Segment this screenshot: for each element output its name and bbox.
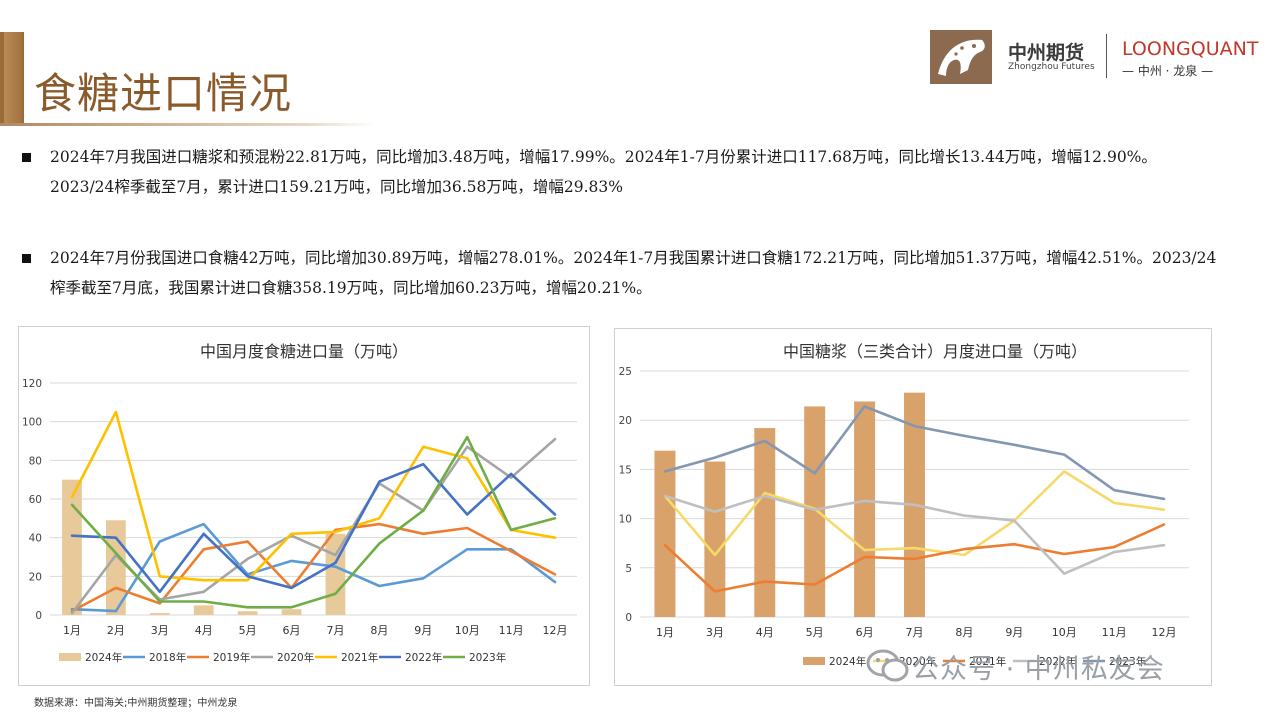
series-line: [663, 523, 1166, 593]
data-source-note: 数据来源：中国海关;中州期货整理；中州龙泉: [34, 698, 238, 709]
chart-syrup-imports-box: 中国糖浆（三类合计）月度进口量（万吨） 0 5 10 15 20 25 1月 3月 4月 5月 6月 7…: [614, 328, 1212, 686]
bar: [149, 613, 170, 615]
y-tick-label: 25: [619, 366, 632, 378]
x-tick-label: 3月: [151, 624, 169, 637]
legend-label: 2022年: [405, 651, 442, 664]
legend-label: 2018年: [149, 651, 186, 664]
bar: [754, 428, 776, 617]
x-tick-label: 6月: [283, 624, 301, 637]
series-line: [70, 410, 557, 582]
chart-title: 中国糖浆（三类合计）月度进口量（万吨）: [783, 342, 1087, 361]
y-tick-label: 100: [22, 417, 42, 429]
legend-label: 2022年: [1039, 655, 1076, 668]
title-underline: [0, 123, 376, 126]
y-tick-label: 15: [619, 464, 632, 476]
logo-en-text: Zhongzhou Futures: [1008, 62, 1095, 72]
legend-label: 2023年: [1109, 655, 1146, 668]
legend-label: 2019年: [213, 651, 250, 664]
x-tick-label: 2月: [107, 624, 125, 637]
series-line: [663, 470, 1166, 557]
series-line: [70, 437, 557, 615]
legend-label: 2020年: [899, 655, 936, 668]
x-tick-label: 8月: [370, 624, 388, 637]
x-tick-label: 11月: [499, 624, 524, 637]
x-tick-label: 11月: [1102, 626, 1127, 639]
bar: [62, 479, 82, 615]
company-logo: 中州期货 Zhongzhou Futures LOONGQUANT — 中州 ·…: [930, 30, 1258, 86]
x-tick-label: 10月: [455, 624, 480, 637]
x-tick-label: 5月: [239, 624, 257, 637]
series-line: [663, 405, 1166, 501]
series-line: [70, 435, 557, 609]
chart-sugar-imports-box: 中国月度食糖进口量（万吨） 0 20 40 60 80 100 120 1月 2月 3月 4月 5月 6月…: [18, 326, 590, 686]
bar: [281, 609, 302, 615]
page-title: 食糖进口情况: [34, 69, 293, 118]
y-tick-label: 80: [29, 455, 42, 467]
x-tick-label: 3月: [706, 626, 724, 639]
x-tick-label: 1月: [656, 626, 674, 639]
y-tick-label: 20: [619, 415, 632, 427]
series-line: [70, 462, 557, 594]
chart-sugar-imports: 中国月度食糖进口量（万吨） 0 20 40 60 80 100 120 1月 2月 3月 4月 5月 6月…: [22, 342, 577, 664]
title-accent-bar: [0, 32, 24, 126]
y-tick-label: 40: [29, 533, 42, 545]
bar: [704, 461, 726, 617]
legend-label: 2024年: [85, 651, 122, 664]
bullet-square-icon: [22, 254, 31, 263]
series-line: [663, 494, 1166, 575]
y-tick-label: 20: [29, 571, 42, 583]
bar: [237, 611, 258, 615]
x-tick-label: 6月: [856, 626, 874, 639]
legend-label: 2024年: [829, 655, 866, 668]
x-tick-label: 8月: [955, 626, 973, 639]
x-tick-label: 7月: [326, 624, 344, 637]
y-tick-label: 10: [619, 514, 632, 526]
bar: [854, 401, 876, 617]
bar: [193, 605, 214, 615]
legend-label: 2021年: [341, 651, 378, 664]
x-tick-label: 1月: [63, 624, 81, 637]
loongquant-sub-text: — 中州 · 龙泉 —: [1122, 64, 1214, 78]
y-tick-label: 5: [625, 563, 632, 575]
bullet-text: 2024年7月我国进口糖浆和预混粉22.81万吨，同比增加3.48万吨，增幅17…: [50, 148, 1157, 196]
y-tick-label: 0: [35, 610, 42, 622]
x-tick-label: 4月: [756, 626, 774, 639]
series-line: [70, 522, 557, 613]
x-tick-label: 12月: [543, 624, 568, 637]
legend-label: 2023年: [469, 651, 506, 664]
y-tick-label: 60: [29, 494, 42, 506]
y-tick-label: 0: [625, 612, 632, 624]
bar: [804, 406, 826, 617]
wechat-icon: [866, 649, 909, 682]
leopard-logo-icon: [930, 30, 992, 84]
legend-swatch: [59, 653, 81, 661]
bullet-text: 2024年7月份我国进口食糖42万吨，同比增加30.89万吨，增幅278.01%…: [50, 249, 1217, 297]
x-tick-label: 9月: [414, 624, 432, 637]
legend-label: 2020年: [277, 651, 314, 664]
legend-label: 2021年: [969, 655, 1006, 668]
x-tick-label: 9月: [1005, 626, 1023, 639]
watermark-text: 公众号 · 中州私友会: [912, 654, 1165, 685]
x-tick-label: 5月: [806, 626, 824, 639]
loongquant-logo-text: LOONGQUANT: [1122, 38, 1259, 60]
x-tick-label: 7月: [906, 626, 924, 639]
legend-swatch: [803, 657, 825, 665]
logo-cn-text: 中州期货: [1008, 42, 1085, 64]
chart-syrup-imports: 中国糖浆（三类合计）月度进口量（万吨） 0 5 10 15 20 25 1月 3月 4月 5月 6月 7…: [619, 342, 1189, 668]
chart-title: 中国月度食糖进口量（万吨）: [200, 342, 408, 361]
bar: [654, 450, 676, 617]
x-tick-label: 12月: [1152, 626, 1177, 639]
x-tick-label: 4月: [195, 624, 213, 637]
bullet-square-icon: [22, 153, 31, 162]
x-tick-label: 10月: [1052, 626, 1077, 639]
y-tick-label: 120: [22, 378, 42, 390]
logo-divider: [1106, 34, 1107, 78]
